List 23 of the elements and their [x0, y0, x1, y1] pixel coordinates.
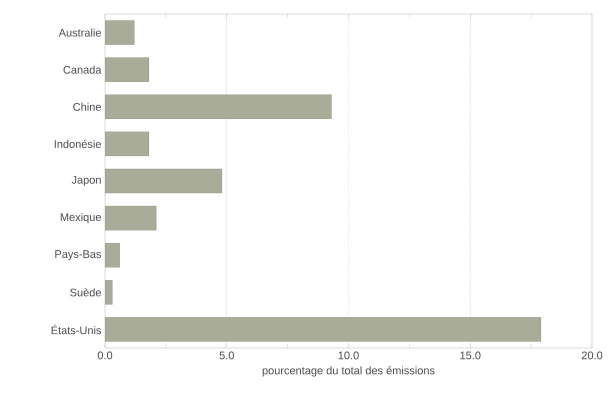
y-tick-label: Suède — [70, 288, 101, 296]
y-tick-label: Japon — [72, 176, 101, 186]
y-tick-label: États-Unis — [52, 324, 102, 334]
y-tick-label: Indonésie — [54, 140, 101, 148]
x-tick-label: 5.0 — [220, 352, 234, 360]
bar — [105, 132, 150, 156]
y-tick-label: Mexique — [60, 212, 101, 224]
x-axis-title: pourcentage du total des émissions — [262, 366, 435, 377]
x-tick-label: 20.0 — [582, 352, 602, 360]
y-tick-label: Chine — [73, 102, 101, 111]
bar — [105, 94, 332, 119]
y-tick-label: Canada — [64, 66, 102, 74]
x-tick-label: 10.0 — [338, 352, 359, 360]
bar — [105, 206, 156, 230]
x-tick-label: 15.0 — [460, 352, 481, 360]
x-tick-label: 0.0 — [98, 352, 112, 360]
bar — [105, 317, 542, 342]
bar — [105, 57, 150, 82]
y-tick-label: Australie — [58, 28, 101, 37]
bar — [105, 20, 134, 45]
y-tick-label: Pays-Bas — [55, 250, 102, 260]
bar — [105, 168, 222, 194]
bar — [105, 243, 120, 268]
